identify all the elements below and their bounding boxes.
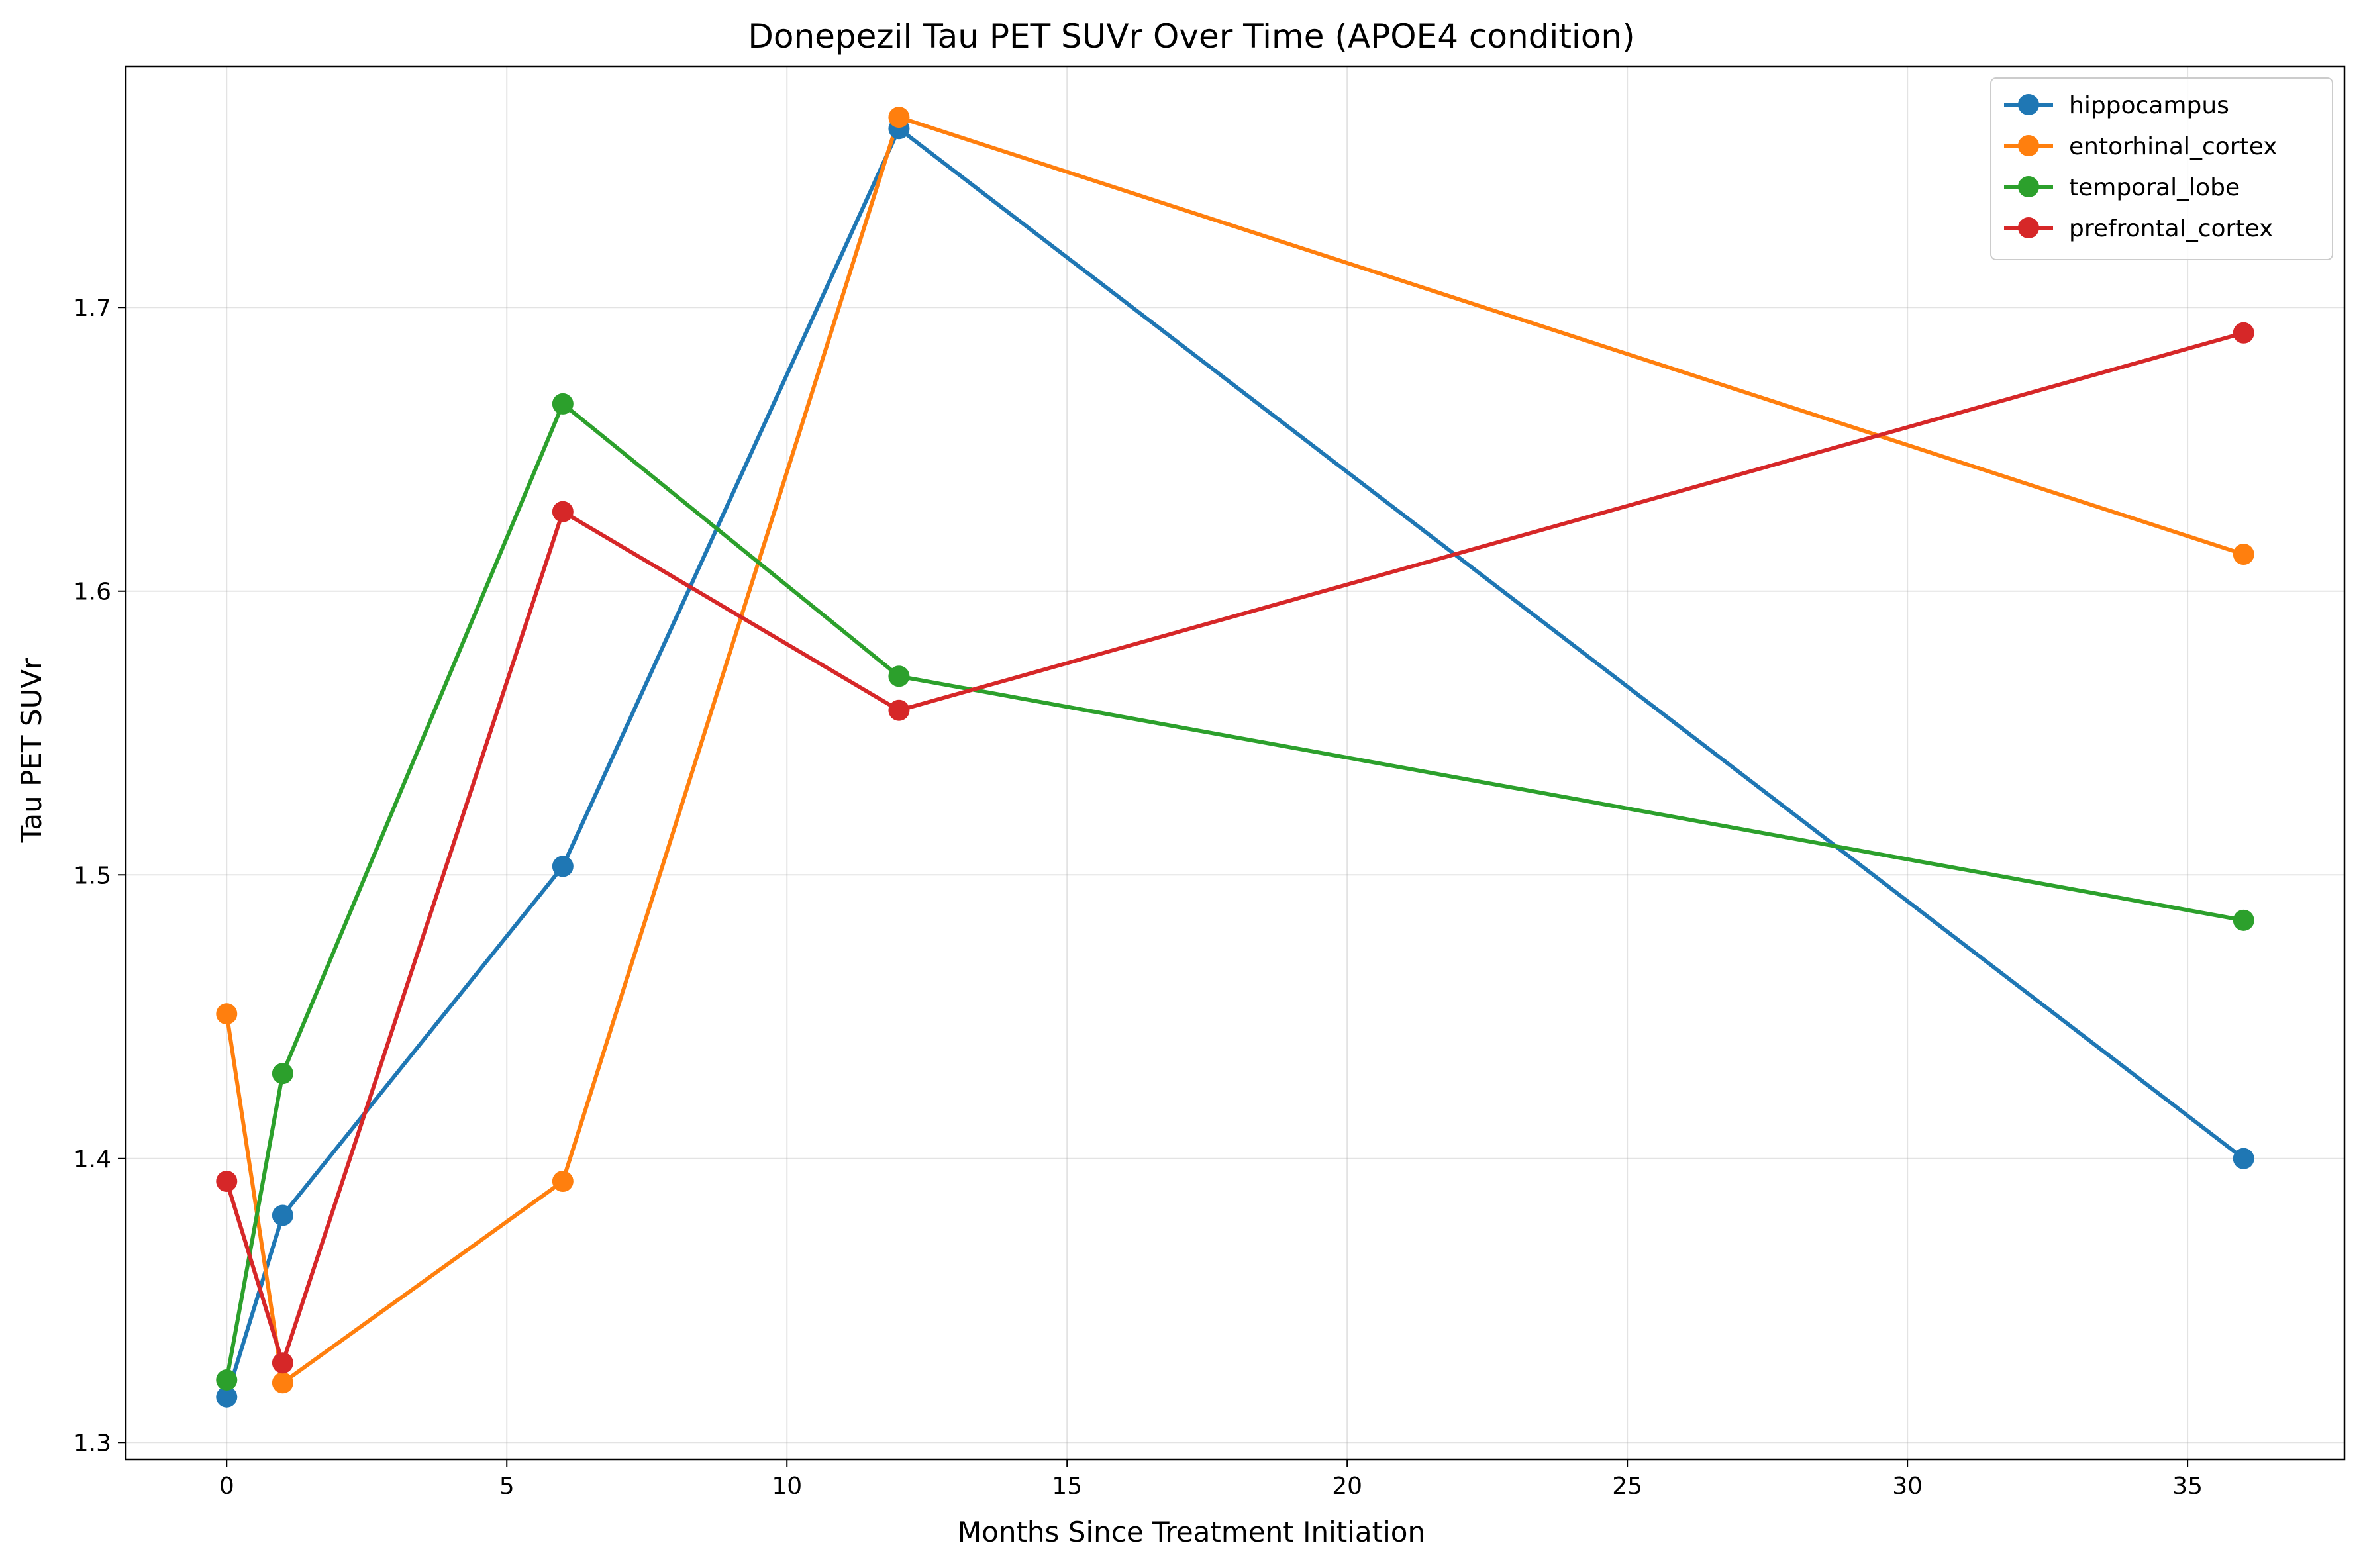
y-axis-label: Tau PET SUVr — [15, 658, 48, 843]
plot-frame — [125, 65, 2346, 1461]
x-axis-ticks: 0 5 10 15 20 25 30 35 — [219, 1459, 2203, 1500]
x-tick-label: 0 — [219, 1473, 234, 1500]
data-point-prefrontal_cortex — [552, 501, 574, 522]
x-axis-label: Months Since Treatment Initiation — [958, 1516, 1425, 1548]
series-points — [216, 107, 2254, 1408]
y-tick-label: 1.7 — [74, 295, 111, 322]
legend-entry-temporal_lobe: temporal_lobe — [2069, 174, 2240, 201]
legend-swatch-marker — [2018, 217, 2039, 238]
legend-box — [1990, 77, 2333, 260]
data-point-temporal_lobe — [216, 1369, 238, 1391]
data-point-prefrontal_cortex — [888, 699, 910, 721]
y-axis-ticks: 1.3 1.4 1.5 1.6 1.7 — [74, 295, 126, 1457]
data-point-temporal_lobe — [888, 665, 910, 687]
y-tick-label: 1.5 — [74, 862, 111, 889]
data-point-temporal_lobe — [552, 393, 574, 415]
y-tick-label: 1.4 — [74, 1146, 111, 1173]
chart-title: Donepezil Tau PET SUVr Over Time (APOE4 … — [748, 17, 1634, 56]
data-point-hippocampus — [552, 856, 574, 877]
legend-swatch-marker — [2018, 94, 2039, 115]
data-point-entorhinal_cortex — [2233, 544, 2254, 565]
legend-entry-prefrontal_cortex: prefrontal_cortex — [2069, 215, 2273, 242]
data-point-temporal_lobe — [2233, 909, 2254, 931]
x-tick-label: 20 — [1332, 1473, 1362, 1500]
legend-swatch-marker — [2018, 176, 2039, 197]
data-point-prefrontal_cortex — [216, 1171, 238, 1193]
data-point-temporal_lobe — [272, 1063, 293, 1085]
data-point-hippocampus — [216, 1386, 238, 1408]
data-point-hippocampus — [2233, 1148, 2254, 1169]
legend-swatch-marker — [2018, 135, 2039, 156]
data-point-hippocampus — [272, 1204, 293, 1226]
x-tick-label: 25 — [1612, 1473, 1642, 1500]
x-tick-label: 5 — [499, 1473, 515, 1500]
data-point-entorhinal_cortex — [552, 1171, 574, 1193]
x-tick-label: 15 — [1052, 1473, 1082, 1500]
x-tick-label: 35 — [2172, 1473, 2203, 1500]
x-tick-label: 30 — [1892, 1473, 1923, 1500]
data-point-prefrontal_cortex — [272, 1352, 293, 1374]
legend-entry-hippocampus: hippocampus — [2069, 92, 2229, 119]
data-point-entorhinal_cortex — [888, 107, 910, 128]
legend-entry-entorhinal_cortex: entorhinal_cortex — [2069, 133, 2278, 160]
legend: hippocampus entorhinal_cortex temporal_lob… — [1990, 77, 2333, 260]
grid-lines — [126, 66, 2344, 1459]
data-point-entorhinal_cortex — [216, 1003, 238, 1025]
y-tick-label: 1.6 — [74, 579, 111, 606]
data-point-prefrontal_cortex — [2233, 322, 2254, 344]
data-point-entorhinal_cortex — [272, 1372, 293, 1394]
y-tick-label: 1.3 — [74, 1430, 111, 1457]
x-tick-label: 10 — [772, 1473, 802, 1500]
